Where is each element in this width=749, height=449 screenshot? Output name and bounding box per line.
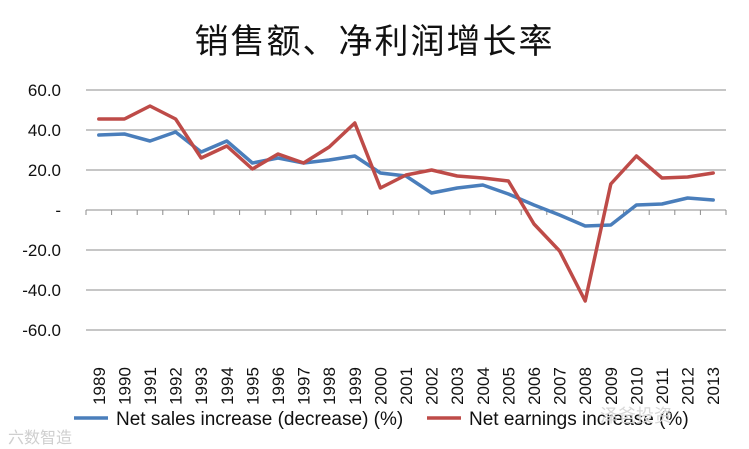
x-tick-label: 1992 — [167, 367, 186, 405]
y-tick-label: 40.0 — [28, 121, 61, 140]
y-tick-label: -20.0 — [22, 241, 61, 260]
x-tick-label: 1994 — [218, 367, 237, 405]
x-tick-label: 1991 — [141, 367, 160, 405]
x-axis — [85, 209, 727, 215]
x-tick-label: 2000 — [371, 367, 390, 405]
x-tick-label: 2008 — [576, 367, 595, 405]
x-tick-label: 2003 — [448, 367, 467, 405]
legend-entry: Net earnings increase (%) — [469, 409, 689, 430]
series-lines — [97, 104, 715, 303]
y-axis-tick-labels: 60.0 40.0 20.0 - -20.0 -40.0 -60.0 — [22, 81, 61, 340]
legend: Net sales increase (decrease) (%) Net ear… — [74, 409, 689, 430]
x-tick-label: 2004 — [474, 367, 493, 405]
y-tick-label: -40.0 — [22, 281, 61, 300]
x-tick-label: 2002 — [423, 367, 442, 405]
x-tick-label: 1999 — [346, 367, 365, 405]
x-axis-tick-labels: 1989 1990 1991 1992 1993 1994 1995 1996 1997 1998… — [90, 367, 723, 405]
y-tick-label: 60.0 — [28, 81, 61, 100]
x-tick-label: 2009 — [602, 367, 621, 405]
x-tick-label: 2013 — [704, 367, 723, 405]
x-tick-label: 2007 — [551, 367, 570, 405]
x-tick-label: 1989 — [90, 367, 109, 405]
y-tick-label: - — [55, 201, 61, 220]
legend-entry: Net sales increase (decrease) (%) — [116, 409, 403, 430]
watermark-left: 六数智造 — [8, 428, 73, 447]
series-line-1 — [97, 130, 715, 228]
x-tick-label: 1993 — [192, 367, 211, 405]
x-tick-label: 1995 — [243, 367, 262, 405]
y-tick-label: -60.0 — [22, 321, 61, 340]
y-tick-label: 20.0 — [28, 161, 61, 180]
x-tick-label: 2005 — [499, 367, 518, 405]
watermark-right: 泽爸投资 — [600, 406, 672, 427]
x-tick-label: 2001 — [397, 367, 416, 405]
series-line-2 — [97, 104, 715, 303]
x-tick-label: 2006 — [525, 367, 544, 405]
x-tick-label: 1997 — [295, 367, 314, 405]
gridlines — [86, 89, 726, 331]
x-tick-label: 2011 — [653, 368, 672, 405]
chart-title: 销售额、净利润增长率 — [194, 22, 555, 62]
x-tick-label: 2012 — [679, 367, 698, 405]
x-tick-label: 1998 — [320, 367, 339, 405]
x-tick-label: 1996 — [269, 367, 288, 405]
x-tick-label: 2010 — [627, 367, 646, 405]
x-tick-label: 1990 — [115, 367, 134, 405]
